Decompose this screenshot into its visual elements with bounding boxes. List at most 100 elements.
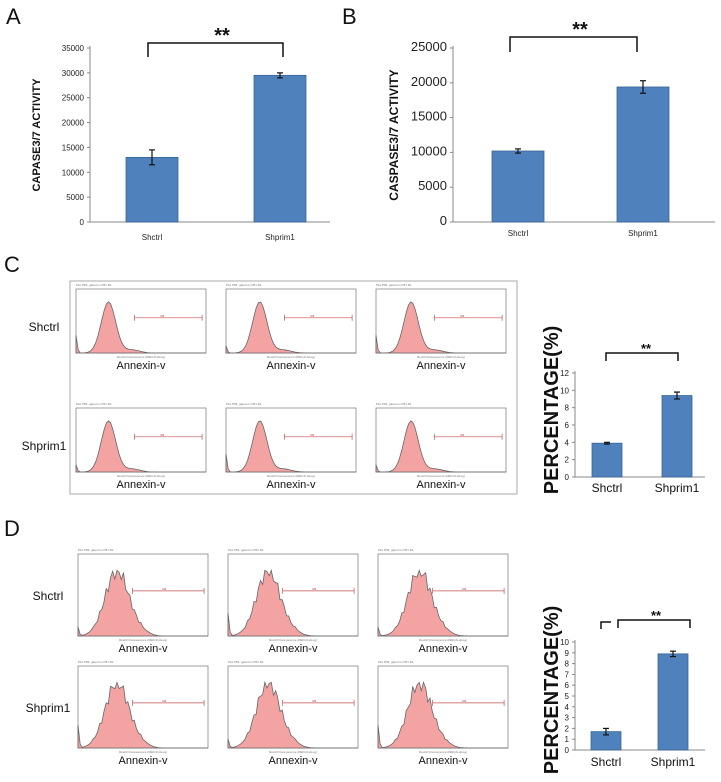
axis-caption-text: Red-R Fluorescence (RED-R-HLog) [117,474,165,478]
y-tick-label: 8 [565,404,570,413]
significance-bracket [509,36,638,52]
histogram-frame [225,407,357,473]
y-tick-label: 10000 [411,143,447,158]
y-tick-label: 0 [565,473,570,482]
gate-label: R2 [461,433,465,437]
histogram-curve [227,568,358,637]
axis-caption-text: Red-R Fluorescence (RED-R-HLog) [417,474,465,478]
axis-caption-text: Red-R Fluorescence (RED-R-HLog) [119,638,167,642]
y-tick-label: 30000 [62,69,85,78]
category-label: Shctrl [508,229,529,238]
annexin-label: Annexin-v [267,479,316,491]
significance-stars: ** [651,608,662,623]
chart-a: 0 5000 10000 15000 20000 25000 30000 35000 CAPAS… [31,25,330,242]
y-axis-label: PERCENTAGE(%) [541,606,563,775]
y-tick-label: 25000 [62,94,85,103]
y-tick-label: 20000 [62,119,85,128]
y-tick-label: 8 [565,660,570,669]
y-tick-label: 5000 [418,178,447,193]
plot-header-text: Plot P83, gated on P81.R1 [228,548,264,552]
y-tick-label: 35000 [62,44,85,53]
annexin-label: Annexin-v [419,643,468,655]
plot-header-text: Plot P83, gated on P81.R1 [226,283,262,287]
bar [616,86,670,223]
y-tick-label: 1 [565,735,570,744]
significance-bracket [617,619,691,628]
row-label: Shctrl [29,320,60,334]
plot-header-text: Plot P83, gated on P81.R1 [78,548,114,552]
bar [661,395,693,478]
y-tick-label: 4 [565,438,570,447]
annexin-label: Annexin-v [269,755,318,767]
gate-label: R2 [311,433,315,437]
gate-label: R2 [463,587,467,591]
gate-label: R2 [311,314,315,318]
significance-stars: ** [641,341,652,356]
bar [125,156,179,223]
gate-label: R2 [461,314,465,318]
bar [491,150,545,223]
panel-label-d: D [4,516,20,541]
category-label: Shprim1 [651,755,696,769]
gate-label: R2 [161,314,165,318]
gate-label: R2 [313,587,317,591]
gate-label: R2 [163,699,167,703]
significance-stars: ** [572,19,588,41]
y-tick-label: 6 [565,681,570,690]
annexin-label: Annexin-v [117,479,166,491]
bar [657,653,689,751]
gate-label: R2 [463,699,467,703]
row-label: Shprim1 [22,439,67,453]
y-axis-label: CASPASE3/7 ACTIVITY [387,69,401,200]
y-tick-label: 2 [565,724,570,733]
axis-caption-text: Red-R Fluorescence (RED-R-HLog) [267,474,315,478]
panel-label-a: A [6,4,21,29]
panel-label-c: C [4,252,20,277]
annexin-label: Annexin-v [119,755,168,767]
y-tick-label: 10 [560,638,569,647]
plot-header-text: Plot P83, gated on P81.R1 [376,283,412,287]
axis-caption-text: Red-R Fluorescence (RED-R-HLog) [119,750,167,754]
significance-stars: ** [214,25,230,47]
row-label: Shprim1 [26,701,71,715]
y-tick-label: 5 [565,692,570,701]
category-label: Shctrl [142,233,163,242]
flow-panel-c: Shctrl Plot P83, gated on P81.R1 R2 Red-R F… [22,280,518,495]
histogram-frame [225,288,357,354]
category-label: Shctrl [591,755,622,769]
significance-bracket [605,352,679,361]
gate-label: R2 [161,433,165,437]
plot-header-text: Plot P83, gated on P81.R1 [228,660,264,664]
plot-header-text: Plot P83, gated on P81.R1 [76,283,112,287]
y-axis-label: CAPASE3/7 ACTIVITY [31,78,43,192]
annexin-label: Annexin-v [267,360,316,372]
annexin-label: Annexin-v [417,360,466,372]
panel-label-b: B [342,4,357,29]
axis-caption-text: Red-R Fluorescence (RED-R-HLog) [417,355,465,359]
plot-header-text: Plot P83, gated on P81.R1 [78,660,114,664]
y-tick-label: 25000 [411,39,447,54]
annexin-label: Annexin-v [269,643,318,655]
axis-caption-text: Red-R Fluorescence (RED-R-HLog) [269,638,317,642]
axis-caption-text: Red-R Fluorescence (RED-R-HLog) [269,750,317,754]
y-tick-label: 0 [565,746,570,755]
annexin-label: Annexin-v [117,360,166,372]
chart-b: 0 5000 10000 15000 20000 25000 CASPASE3/7 ACTI… [387,19,715,238]
axis-caption-text: Red-R Fluorescence (RED-R-HLog) [117,355,165,359]
axis-caption-text: Red-R Fluorescence (RED-R-HLog) [419,750,467,754]
histogram-curve [377,681,508,749]
axis-caption-text: Red-R Fluorescence (RED-R-HLog) [267,355,315,359]
bracket-stub [600,621,611,629]
histogram-curve [225,301,356,354]
y-tick-label: 0 [440,213,447,228]
category-label: Shprim1 [655,481,700,495]
histogram-frame [75,407,207,473]
y-tick-label: 5000 [66,193,84,202]
histogram-frame [375,407,507,473]
y-tick-label: 15000 [411,109,447,124]
histogram-curve [227,680,358,749]
histogram-curve [377,569,508,637]
